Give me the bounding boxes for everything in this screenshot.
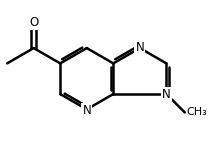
Text: CH₃: CH₃ <box>187 107 207 117</box>
Text: N: N <box>135 41 144 54</box>
Text: O: O <box>29 15 38 29</box>
Text: N: N <box>162 89 171 102</box>
Text: N: N <box>82 104 91 117</box>
